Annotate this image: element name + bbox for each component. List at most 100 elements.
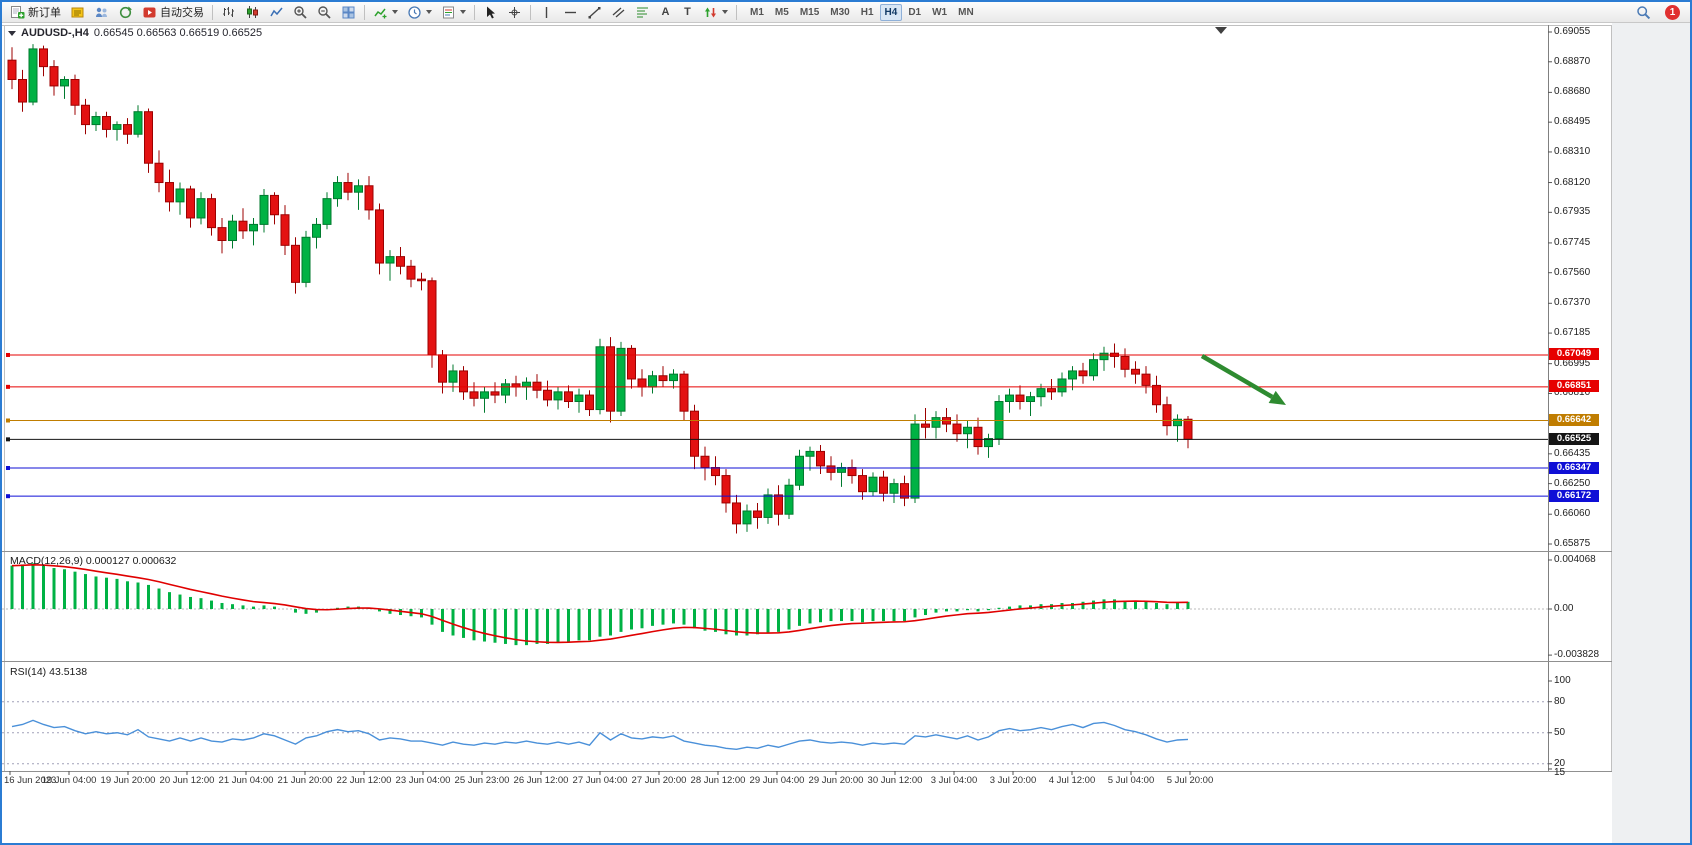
- zoom-in-button[interactable]: [289, 3, 312, 21]
- fibonacci-icon: [635, 5, 650, 20]
- price-axis-label: 0.65875: [1554, 538, 1591, 549]
- timeframe-m15-button[interactable]: M15: [799, 6, 820, 18]
- rsi-axis-label: 20: [1554, 757, 1566, 769]
- cursor-button[interactable]: [479, 3, 502, 21]
- vertical-line-button[interactable]: [535, 3, 558, 21]
- price-axis-label: 0.66060: [1554, 508, 1591, 520]
- time-axis-label: 21 Jun 20:00: [277, 775, 333, 786]
- cursor-icon: [483, 5, 498, 20]
- one-click-trading-toggle-icon[interactable]: [8, 30, 16, 36]
- chart-canvas[interactable]: [2, 23, 1690, 844]
- price-axis-label: 0.68495: [1554, 116, 1591, 128]
- arrows-tool-button[interactable]: [699, 3, 732, 21]
- line-chart-button[interactable]: [265, 3, 288, 21]
- zoom-out-icon: [317, 5, 332, 20]
- time-axis-label: 29 Jun 20:00: [808, 775, 864, 786]
- channel-button[interactable]: [607, 3, 630, 21]
- price-level-badge: 0.66642: [1549, 414, 1599, 426]
- zoom-out-button[interactable]: [313, 3, 336, 21]
- periods-button[interactable]: [403, 3, 436, 21]
- timeframe-m30-button[interactable]: M30: [830, 6, 850, 18]
- timeframe-mn-button[interactable]: MN: [958, 6, 974, 18]
- rsi-value: 43.5138: [49, 666, 88, 678]
- macd-main-value: 0.000127: [85, 555, 130, 567]
- macd-axis-label: 0.00: [1554, 603, 1574, 614]
- ohlc-values: 0.66545 0.66563 0.66519 0.66525: [93, 27, 263, 39]
- text-tool-button[interactable]: A: [655, 3, 676, 21]
- crosshair-button[interactable]: [503, 3, 526, 21]
- main-toolbar: 新订单 自动交易: [2, 2, 1690, 23]
- fibonacci-button[interactable]: [631, 3, 654, 21]
- rsi-axis-label: 50: [1554, 726, 1566, 738]
- price-level-badge: 0.66851: [1549, 380, 1599, 393]
- time-axis-label: 26 Jun 12:00: [513, 775, 569, 786]
- dropdown-caret-icon: [460, 10, 466, 14]
- price-axis-label: 0.66250: [1554, 477, 1591, 489]
- channel-icon: [611, 5, 626, 20]
- timeframe-m1-button[interactable]: M1: [750, 6, 764, 18]
- notifications-button[interactable]: 1: [1661, 3, 1684, 21]
- rsi-indicator-label: RSI(14) 43.5138: [10, 666, 87, 678]
- price-axis-label: 0.69055: [1554, 26, 1591, 37]
- indicators-button[interactable]: [369, 3, 402, 21]
- arrows-icon: [703, 5, 718, 20]
- line-chart-icon: [269, 5, 284, 20]
- horizontal-line-button[interactable]: [559, 3, 582, 21]
- price-axis-label: 0.67935: [1554, 206, 1591, 218]
- new-order-button[interactable]: 新订单: [6, 3, 65, 21]
- search-button[interactable]: [1632, 3, 1655, 21]
- data-window-button[interactable]: [90, 3, 113, 21]
- time-axis-label: 20 Jun 12:00: [159, 775, 215, 786]
- time-axis-label: 28 Jun 12:00: [690, 775, 746, 786]
- candle-chart-button[interactable]: [241, 3, 264, 21]
- timeframe-w1-button[interactable]: W1: [932, 6, 948, 18]
- macd-title: MACD(12,26,9): [10, 555, 83, 567]
- time-axis-label: 27 Jun 20:00: [631, 775, 687, 786]
- market-watch-button[interactable]: [66, 3, 89, 21]
- price-level-badge: 0.66525: [1549, 432, 1599, 445]
- label-tool-icon: T: [684, 6, 691, 18]
- rsi-axis-label: 80: [1554, 695, 1566, 707]
- chart-header: AUDUSD-,H4 0.66545 0.66563 0.66519 0.665…: [8, 27, 262, 39]
- price-axis-label: 0.67745: [1554, 236, 1591, 248]
- autotrade-label: 自动交易: [160, 7, 204, 19]
- price-axis-label: 0.67185: [1554, 327, 1591, 339]
- time-axis-label: 3 Jul 04:00: [930, 775, 978, 786]
- time-axis-label: 16 Jun 2023: [4, 775, 57, 786]
- refresh-icon: [118, 5, 133, 20]
- time-axis-label: 21 Jun 04:00: [218, 775, 274, 786]
- users-icon: [94, 5, 109, 20]
- zoom-in-icon: [293, 5, 308, 20]
- dropdown-caret-icon: [722, 10, 728, 14]
- rsi-title: RSI(14): [10, 666, 47, 678]
- time-axis-label: 3 Jul 20:00: [989, 775, 1037, 786]
- toolbar-separator: [474, 4, 475, 20]
- indicators-icon: [373, 5, 388, 20]
- timeframe-d1-button[interactable]: D1: [908, 6, 922, 18]
- tile-windows-button[interactable]: [337, 3, 360, 21]
- clock-icon: [407, 5, 422, 20]
- macd-signal-value: 0.000632: [132, 555, 177, 567]
- autotrade-icon: [142, 5, 157, 20]
- tile-windows-icon: [341, 5, 356, 20]
- navigator-button[interactable]: [114, 3, 137, 21]
- label-tool-button[interactable]: T: [677, 3, 698, 21]
- timeframe-m5-button[interactable]: M5: [774, 6, 789, 18]
- timeframe-h1-button[interactable]: H1: [860, 6, 874, 18]
- horizontal-line-icon: [563, 5, 578, 20]
- time-axis-label: 22 Jun 12:00: [336, 775, 392, 786]
- trendline-icon: [587, 5, 602, 20]
- templates-button[interactable]: [437, 3, 470, 21]
- trendline-button[interactable]: [583, 3, 606, 21]
- vertical-line-icon: [539, 5, 554, 20]
- timeframe-h4-button[interactable]: H4: [879, 3, 903, 21]
- autotrade-button[interactable]: 自动交易: [138, 3, 208, 21]
- price-level-badge: 0.67049: [1549, 348, 1599, 361]
- time-axis-label: 5 Jul 04:00: [1107, 775, 1155, 786]
- macd-axis-label: -0.003828: [1554, 649, 1600, 661]
- bar-chart-icon: [221, 5, 236, 20]
- rsi-axis-label: 100: [1554, 675, 1571, 686]
- bar-chart-button[interactable]: [217, 3, 240, 21]
- price-axis-label: 0.66435: [1554, 447, 1591, 459]
- price-axis-label: 0.67370: [1554, 297, 1591, 309]
